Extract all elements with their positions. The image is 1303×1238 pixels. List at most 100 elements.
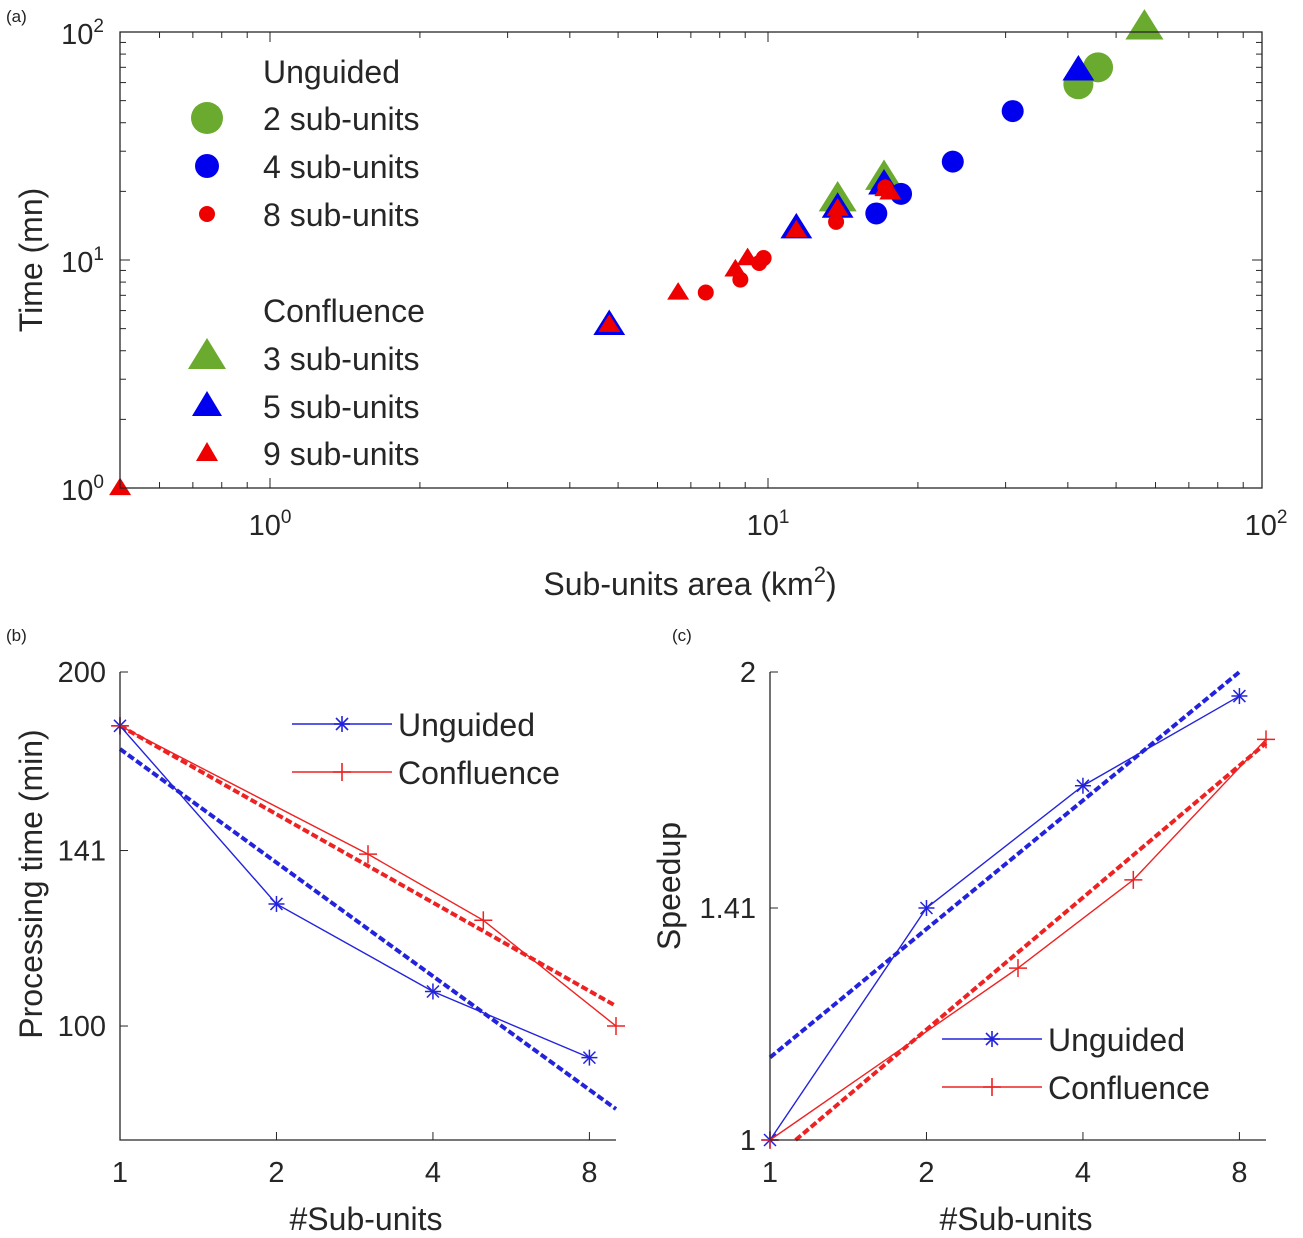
scatter-point-4-sub-units: [941, 150, 964, 173]
x-tick-label: 4: [1075, 1157, 1091, 1189]
panel-a-y-tick-100: 102: [61, 16, 104, 51]
series-line-confluence: [119, 725, 617, 1027]
panel-c-y-axis-label: Speedup: [651, 822, 687, 950]
panel-b-y-axis-label: Processing time (min): [13, 729, 49, 1038]
scatter-triangle-3-sub-units: [1125, 9, 1164, 40]
series-line-unguided: [119, 725, 590, 1059]
data-point-confluence: [474, 911, 493, 930]
y-tick-label: 1.41: [700, 893, 756, 925]
data-point-unguided: [424, 983, 441, 1000]
data-point-confluence: [1257, 730, 1275, 749]
panel-b-axes: [119, 672, 616, 1141]
legend-marker-5-sub-units: [192, 391, 222, 416]
panel-b-ticks: 1 2 4 8 100 141 200: [58, 657, 598, 1189]
y-tick-label: 100: [58, 1011, 106, 1043]
series-line-confluence: [769, 738, 1267, 1141]
x-tick-label: 2: [268, 1157, 284, 1189]
panel-a-x-tick-1: 100: [249, 507, 292, 542]
data-point-confluence: [359, 845, 377, 864]
legend-marker-3-sub-units: [188, 338, 226, 369]
fit-line: [118, 747, 618, 1111]
panel-c-ticks: 1 2 4 8 1 1.41 2: [700, 657, 1248, 1189]
legend-star-unguided-icon: [334, 716, 350, 732]
scatter-triangle-9-sub-units: [598, 314, 621, 332]
y-tick-label: 141: [58, 836, 106, 868]
scatter-triangle-9-sub-units: [736, 247, 759, 266]
panel-b-legend: Unguided Confluence: [292, 707, 560, 791]
series-line-unguided: [769, 695, 1240, 1141]
legend-entry-4-sub-units: 4 sub-units: [263, 149, 420, 185]
panel-a-x-axis-label: Sub-units area (km2): [543, 562, 836, 602]
data-point-confluence: [1124, 870, 1143, 889]
scatter-triangle-9-sub-units: [879, 181, 902, 200]
legend-entry-3-sub-units: 3 sub-units: [263, 341, 420, 377]
scatter-triangle-9-sub-units: [724, 258, 747, 277]
data-point-unguided: [918, 900, 935, 917]
x-tick-label: 1: [112, 1157, 128, 1189]
scatter-triangle-9-sub-units: [667, 282, 690, 300]
scatter-point-4-sub-units: [865, 202, 888, 225]
panel-c-axes: [769, 672, 1266, 1141]
panel-c-x-axis-label: #Sub-units: [940, 1201, 1093, 1237]
data-point-unguided: [268, 895, 285, 912]
x-tick-label: 8: [1231, 1157, 1247, 1189]
data-point-unguided: [1074, 777, 1091, 794]
legend-marker-2-sub-units: [191, 102, 223, 134]
scatter-point-4-sub-units: [1001, 100, 1024, 123]
legend-entry-5-sub-units: 5 sub-units: [263, 389, 420, 425]
legend-marker-8-sub-units: [199, 206, 215, 222]
scatter-triangle-9-sub-units: [826, 198, 849, 216]
x-tick-label: 1: [762, 1157, 778, 1189]
legend-entry-confluence: Confluence: [1048, 1070, 1210, 1106]
legend-marker-9-sub-units: [196, 442, 218, 461]
panel-a-axes-box: [119, 31, 1263, 489]
scatter-triangle-5-sub-units: [1062, 54, 1095, 81]
panel-a-x-tick-100: 102: [1245, 507, 1288, 542]
panel-b-label: (b): [6, 626, 27, 645]
panel-a-scatter: (a) 102 101 100 100 101 102 Sub-units ar…: [6, 7, 1287, 602]
scatter-point-8-sub-units: [828, 213, 845, 230]
x-tick-label: 8: [581, 1157, 597, 1189]
legend-star-unguided-icon: [984, 1031, 1000, 1047]
data-point-unguided: [581, 1049, 598, 1066]
panel-c-fit-lines: [768, 670, 1268, 1142]
legend-entry-9-sub-units: 9 sub-units: [263, 436, 420, 472]
panel-c-legend: Unguided Confluence: [942, 1022, 1210, 1106]
y-tick-label: 200: [58, 657, 106, 689]
data-point-confluence: [607, 1017, 625, 1036]
legend-entry-confluence: Confluence: [398, 755, 560, 791]
data-point-unguided: [1231, 688, 1248, 705]
panel-a-y-tick-10: 101: [61, 244, 104, 279]
panel-c-series: [761, 688, 1275, 1149]
scatter-point-8-sub-units: [697, 284, 714, 301]
legend-plus-confluence-icon: [333, 763, 351, 781]
panel-a-x-tick-10: 101: [747, 507, 790, 542]
panel-a-y-tick-1: 100: [61, 472, 104, 507]
y-tick-label: 2: [740, 657, 756, 689]
panel-a-label: (a): [6, 7, 27, 26]
x-tick-label: 4: [425, 1157, 441, 1189]
legend-entry-unguided: Unguided: [398, 707, 535, 743]
panel-a-legend: Unguided 2 sub-units 4 sub-units 8 sub-u…: [188, 54, 425, 472]
legend-title-confluence: Confluence: [263, 293, 425, 329]
panel-c-label: (c): [672, 626, 692, 645]
panel-b-processing-time: (b) 1 2 4 8 100 141 200 #Sub-units Processing …: [6, 626, 625, 1237]
legend-title-unguided: Unguided: [263, 54, 400, 90]
panel-a-markers: [109, 9, 1164, 496]
panel-b-x-axis-label: #Sub-units: [290, 1201, 443, 1237]
legend-entry-unguided: Unguided: [1048, 1022, 1185, 1058]
y-tick-label: 1: [740, 1125, 756, 1157]
x-tick-label: 2: [918, 1157, 934, 1189]
legend-entry-2-sub-units: 2 sub-units: [263, 101, 420, 137]
panel-a-y-axis-label: Time (mn): [13, 188, 49, 333]
panel-c-speedup: (c) 1 2 4 8 1 1.41 2 #Sub-units Speedup Unguid…: [651, 626, 1275, 1237]
data-point-confluence: [1009, 959, 1027, 978]
scatter-triangle-9-sub-units: [785, 219, 808, 238]
legend-marker-4-sub-units: [195, 154, 219, 178]
scatter-point-8-sub-units: [755, 250, 772, 267]
legend-entry-8-sub-units: 8 sub-units: [263, 197, 420, 233]
fit-line: [768, 670, 1241, 1060]
fit-line: [794, 741, 1268, 1142]
legend-plus-confluence-icon: [983, 1078, 1001, 1096]
